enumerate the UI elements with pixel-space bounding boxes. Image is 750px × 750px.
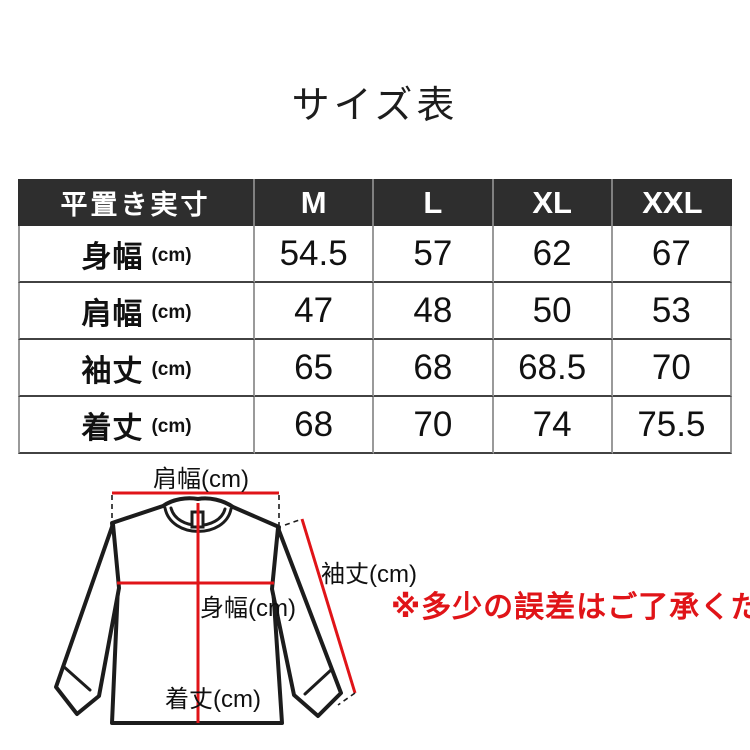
tolerance-note: ※多少の誤差はご了承ください xyxy=(391,591,750,624)
sleeve-measure-line xyxy=(300,518,357,694)
page-title: サイズ表 xyxy=(291,85,459,127)
value-cell: 48 xyxy=(374,283,494,340)
shirt-left-sleeve xyxy=(54,522,121,716)
row-label-shoulder-width: 肩幅 (cm) xyxy=(18,283,255,340)
value-cell: 54.5 xyxy=(255,226,375,283)
left-cuff-line xyxy=(61,664,92,692)
value-cell: 75.5 xyxy=(612,397,732,454)
value-cell: 67 xyxy=(612,226,732,283)
table-header-size-xl: XL xyxy=(493,179,613,226)
value-cell: 70 xyxy=(374,397,494,454)
value-cell: 68.5 xyxy=(493,340,613,397)
value-cell: 68 xyxy=(374,340,494,397)
unit-cm: (cm) xyxy=(151,244,192,266)
diagram-label-garment-length: 着丈(cm) xyxy=(165,686,261,713)
guide-dash-sleeve-bottom xyxy=(337,692,356,706)
unit-cm: (cm) xyxy=(151,301,192,323)
guide-dash-sleeve-top xyxy=(284,518,303,526)
unit-cm: (cm) xyxy=(151,358,192,380)
table-header-measure: 平置き実寸 xyxy=(18,179,255,226)
value-cell: 70 xyxy=(612,340,732,397)
row-label-garment-length: 着丈 (cm) xyxy=(18,397,255,454)
shirt-diagram xyxy=(54,491,357,725)
shirt-right-sleeve xyxy=(270,526,343,718)
value-cell: 65 xyxy=(255,340,375,397)
value-cell: 57 xyxy=(374,226,494,283)
value-cell: 53 xyxy=(612,283,732,340)
right-cuff-line xyxy=(303,668,333,696)
value-cell: 68 xyxy=(255,397,375,454)
unit-cm: (cm) xyxy=(151,415,192,437)
table-header-size-l: L xyxy=(374,179,494,226)
diagram-label-shoulder-width: 肩幅(cm) xyxy=(153,466,249,493)
diagram-label-body-width: 身幅(cm) xyxy=(200,595,296,622)
row-label-sleeve-length: 袖丈 (cm) xyxy=(18,340,255,397)
size-table: 平置き実寸 M L XL XXL 身幅 (cm) 54.5 57 62 67 肩幅… xyxy=(18,179,732,454)
value-cell: 50 xyxy=(493,283,613,340)
diagram-label-sleeve-length: 袖丈(cm) xyxy=(321,561,417,588)
value-cell: 47 xyxy=(255,283,375,340)
row-label-body-width: 身幅 (cm) xyxy=(18,226,255,283)
value-cell: 62 xyxy=(493,226,613,283)
table-header-size-xxl: XXL xyxy=(612,179,732,226)
table-header-size-m: M xyxy=(255,179,375,226)
value-cell: 74 xyxy=(493,397,613,454)
